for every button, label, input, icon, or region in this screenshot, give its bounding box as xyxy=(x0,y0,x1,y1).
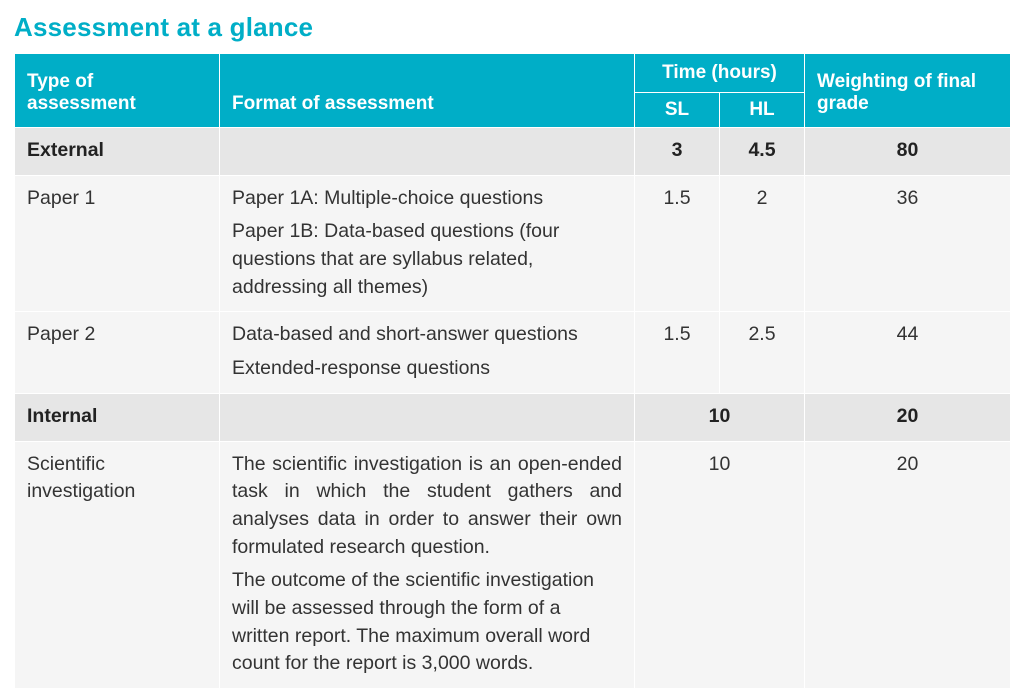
cell-format xyxy=(220,128,635,176)
cell-sl: 1.5 xyxy=(635,312,720,393)
format-line: The outcome of the scientific investigat… xyxy=(232,567,622,678)
format-line: Paper 1B: Data-based questions (four que… xyxy=(232,218,622,301)
page-title: Assessment at a glance xyxy=(14,12,1010,43)
cell-hl: 2.5 xyxy=(720,312,805,393)
cell-type: External xyxy=(15,128,220,176)
table-row-external: External 3 4.5 80 xyxy=(15,128,1011,176)
cell-time-merged: 10 xyxy=(635,441,805,689)
format-line: The scientific investigation is an open-… xyxy=(232,451,622,562)
cell-weight: 20 xyxy=(805,441,1011,689)
assessment-table: Type of assessment Format of assessment … xyxy=(14,53,1011,689)
cell-weight: 36 xyxy=(805,175,1011,312)
cell-format xyxy=(220,393,635,441)
cell-hl: 2 xyxy=(720,175,805,312)
cell-sl: 1.5 xyxy=(635,175,720,312)
cell-weight: 80 xyxy=(805,128,1011,176)
col-header-weight: Weighting of final grade xyxy=(805,54,1011,128)
table-row-internal: Internal 10 20 xyxy=(15,393,1011,441)
col-header-time: Time (hours) xyxy=(635,54,805,93)
col-header-hl: HL xyxy=(720,93,805,128)
cell-type: Paper 2 xyxy=(15,312,220,393)
cell-sl: 3 xyxy=(635,128,720,176)
col-header-format: Format of assessment xyxy=(220,54,635,128)
col-header-sl: SL xyxy=(635,93,720,128)
table-row-paper1: Paper 1 Paper 1A: Multiple-choice questi… xyxy=(15,175,1011,312)
cell-format: Paper 1A: Multiple-choice questions Pape… xyxy=(220,175,635,312)
format-line: Extended-response questions xyxy=(232,355,622,383)
cell-weight: 20 xyxy=(805,393,1011,441)
cell-type: Internal xyxy=(15,393,220,441)
table-row-paper2: Paper 2 Data-based and short-answer ques… xyxy=(15,312,1011,393)
cell-type: Paper 1 xyxy=(15,175,220,312)
format-line: Data-based and short-answer questions xyxy=(232,321,622,349)
table-row-scientific: Scientific investigation The scientific … xyxy=(15,441,1011,689)
cell-format: Data-based and short-answer questions Ex… xyxy=(220,312,635,393)
cell-time-merged: 10 xyxy=(635,393,805,441)
cell-weight: 44 xyxy=(805,312,1011,393)
format-line: Paper 1A: Multiple-choice questions xyxy=(232,185,622,213)
cell-hl: 4.5 xyxy=(720,128,805,176)
cell-type: Scientific investigation xyxy=(15,441,220,689)
cell-format: The scientific investigation is an open-… xyxy=(220,441,635,689)
col-header-type: Type of assessment xyxy=(15,54,220,128)
